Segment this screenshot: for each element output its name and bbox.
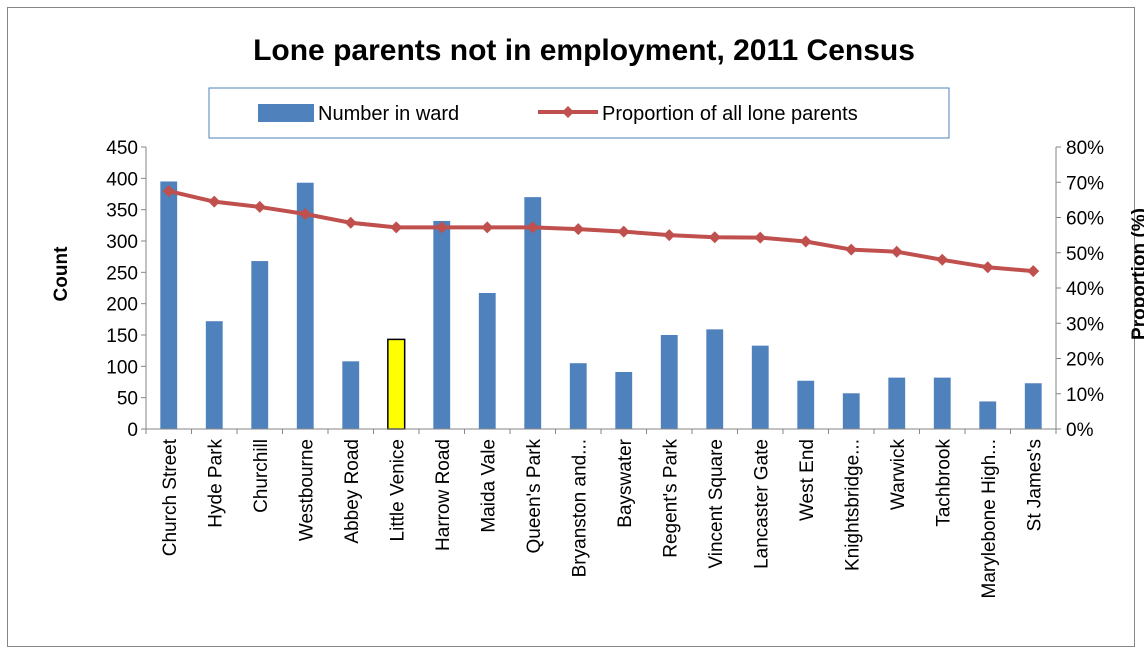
y-tick-label: 150 <box>106 326 138 347</box>
bar <box>433 220 451 429</box>
legend: Number in ward Proportion of all lone pa… <box>208 87 950 139</box>
x-tick-label: Hyde Park <box>205 439 226 528</box>
line-point <box>162 185 175 198</box>
line-point <box>253 200 266 213</box>
y-tick-label: 400 <box>106 169 138 190</box>
legend-swatch-bars <box>258 104 314 122</box>
x-tick-label: Little Venice <box>387 439 408 541</box>
bar <box>1024 383 1042 429</box>
line-point <box>1027 265 1040 278</box>
x-tick-label: Bryanston and... <box>569 439 590 577</box>
bar <box>706 329 724 429</box>
x-tick-label: Churchill <box>251 439 272 513</box>
x-tick-label: Westbourne <box>296 439 317 541</box>
bar <box>842 393 860 429</box>
x-tick-label: Lancaster Gate <box>751 439 772 569</box>
line-series <box>162 185 1040 278</box>
chart-title: Lone parents not in employment, 2011 Cen… <box>253 34 915 67</box>
line-point <box>208 195 221 208</box>
line-point <box>344 216 357 229</box>
y-tick-label: 50 <box>117 389 138 410</box>
y-tick-label: 350 <box>106 201 138 222</box>
bar <box>797 380 815 429</box>
x-tick-label: Regent's Park <box>660 439 681 558</box>
x-tick-label: West End <box>797 439 818 521</box>
x-tick-label: Abbey Road <box>342 439 363 544</box>
line-point <box>799 235 812 248</box>
y-tick-label: 200 <box>106 295 138 316</box>
bar-highlighted <box>387 338 406 430</box>
line-point <box>526 221 539 234</box>
bar <box>615 371 633 429</box>
line-path <box>168 189 1034 274</box>
x-tick-label: Church Street <box>160 438 181 556</box>
y-axis-title: Count <box>51 246 72 302</box>
y2-tick-label: 0% <box>1066 420 1094 441</box>
axes: 0 50 100 150 200 250 300 350 400 450 0% 10% 20% 30% 40… <box>106 138 1104 598</box>
x-tick-label: Warwick <box>888 439 909 511</box>
line-point <box>845 243 858 256</box>
line-point <box>663 229 676 242</box>
x-tick-label: Knightsbridge... <box>842 439 863 571</box>
bar <box>933 377 951 429</box>
y-tick-label: 250 <box>106 263 138 284</box>
line-point <box>435 221 448 234</box>
x-tick-label: Maida Vale <box>478 439 499 533</box>
y2-tick-label: 10% <box>1066 385 1104 406</box>
bar <box>160 181 178 429</box>
y-tick-label: 0 <box>127 420 138 441</box>
bar <box>205 321 223 429</box>
y2-tick-label: 60% <box>1066 209 1104 230</box>
x-tick-label: Bayswater <box>615 438 636 527</box>
y2-tick-label: 50% <box>1066 244 1104 265</box>
y-tick-label: 450 <box>106 138 138 159</box>
line-point <box>890 245 903 258</box>
bar <box>660 335 678 429</box>
bar-series <box>160 181 1042 430</box>
bar <box>888 377 906 429</box>
legend-label-bars: Number in ward <box>318 103 459 125</box>
line-point <box>981 261 994 274</box>
bar <box>342 361 360 429</box>
x-tick-label: Marylebone High... <box>979 439 1000 598</box>
y2-tick-label: 20% <box>1066 350 1104 371</box>
x-tick-label: Queen's Park <box>524 439 545 554</box>
y2-tick-label: 80% <box>1066 138 1104 159</box>
x-tick-label: Vincent Square <box>706 439 727 569</box>
bar <box>478 293 496 429</box>
y2-tick-label: 70% <box>1066 173 1104 194</box>
line-point <box>481 221 494 234</box>
bar <box>296 182 314 429</box>
bar <box>751 345 769 429</box>
bar <box>524 197 542 429</box>
y2-axis-title: Proportion (%) <box>1129 208 1144 340</box>
line-point <box>617 225 630 238</box>
line-point <box>708 231 721 244</box>
line-point <box>936 253 949 266</box>
bar <box>569 363 587 429</box>
x-tick-label: St James's <box>1024 439 1045 531</box>
x-tick-label: Tachbrook <box>933 439 954 527</box>
line-point <box>754 231 767 244</box>
line-point <box>572 223 585 236</box>
y2-tick-label: 40% <box>1066 279 1104 300</box>
y2-tick-label: 30% <box>1066 314 1104 335</box>
legend-label-line: Proportion of all lone parents <box>602 103 858 125</box>
bar <box>979 401 997 429</box>
legend-swatch-marker <box>562 106 574 118</box>
line-point <box>299 207 312 220</box>
bar <box>251 261 269 429</box>
y-tick-label: 300 <box>106 232 138 253</box>
line-point <box>390 221 403 234</box>
y-tick-label: 100 <box>106 357 138 378</box>
x-tick-label: Harrow Road <box>433 439 454 551</box>
